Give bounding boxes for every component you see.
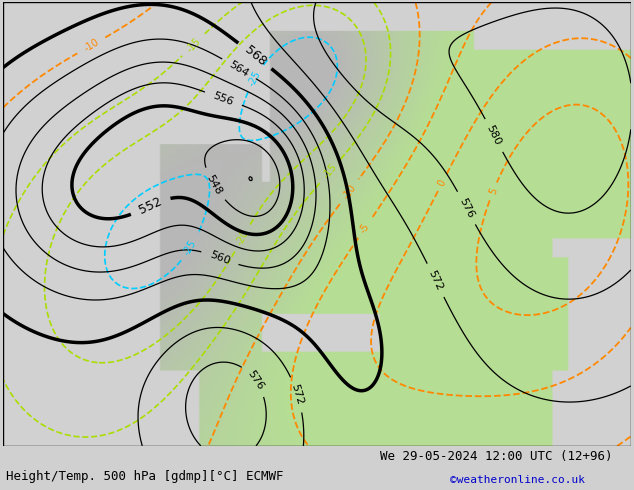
Text: 572: 572 bbox=[427, 269, 444, 292]
Text: 0: 0 bbox=[436, 177, 448, 187]
Text: ©weatheronline.co.uk: ©weatheronline.co.uk bbox=[450, 475, 585, 485]
Text: 580: 580 bbox=[485, 124, 503, 147]
Text: -10: -10 bbox=[340, 182, 358, 201]
Text: We 29-05-2024 12:00 UTC (12+96): We 29-05-2024 12:00 UTC (12+96) bbox=[380, 450, 613, 463]
Text: 560: 560 bbox=[209, 249, 231, 267]
Text: -15: -15 bbox=[321, 162, 339, 181]
Text: 556: 556 bbox=[212, 90, 235, 107]
Text: 564: 564 bbox=[228, 59, 250, 78]
Text: 552: 552 bbox=[137, 195, 164, 217]
Text: Height/Temp. 500 hPa [gdmp][°C] ECMWF: Height/Temp. 500 hPa [gdmp][°C] ECMWF bbox=[6, 469, 284, 483]
Text: 572: 572 bbox=[290, 383, 305, 406]
Text: -10: -10 bbox=[82, 37, 101, 54]
Text: -20: -20 bbox=[235, 229, 250, 247]
Text: -25: -25 bbox=[182, 238, 198, 257]
Text: -25: -25 bbox=[247, 69, 263, 87]
Text: -15: -15 bbox=[184, 36, 203, 54]
Text: 568: 568 bbox=[242, 43, 268, 69]
Text: 576: 576 bbox=[245, 369, 266, 392]
Text: 548: 548 bbox=[204, 173, 224, 196]
Text: -5: -5 bbox=[358, 221, 372, 235]
Text: 576: 576 bbox=[457, 196, 476, 220]
Text: 5: 5 bbox=[488, 187, 499, 196]
